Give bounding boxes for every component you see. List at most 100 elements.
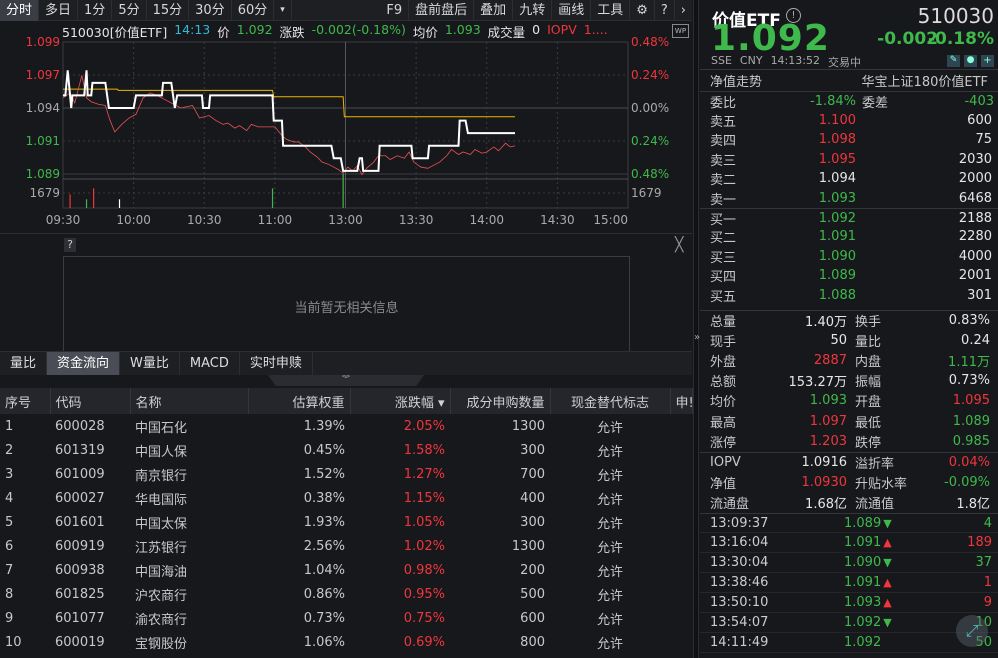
ask-level[interactable]: 卖三 1.095 2030 [700, 150, 998, 169]
price-label: 价 [217, 25, 230, 40]
row-extra [670, 486, 692, 510]
row-weight: 1.93% [303, 514, 345, 530]
collapse-toggle[interactable]: ︾ [268, 375, 424, 386]
ask-level[interactable]: 卖四 1.098 75 [700, 130, 998, 149]
row-weight: 1.04% [303, 562, 345, 578]
more-periods-dropdown[interactable]: ▾ [274, 0, 292, 21]
overlay-button[interactable]: 叠加 [474, 0, 514, 21]
tick-row: 13:30:04 1.090 ▼ 37 [700, 553, 998, 573]
stat-value: 1.8亿 [956, 496, 990, 512]
table-row[interactable]: 9 601077 渝农商行 0.73% 0.75% 600 允许 [0, 606, 692, 630]
info-frame: 当前暂无相关信息 [63, 256, 630, 352]
stat-label: 振幅 [855, 375, 882, 391]
row-change-pct: 1.15% [403, 490, 445, 506]
tools-button[interactable]: 工具 [591, 0, 631, 21]
close-icon[interactable]: ╳ [675, 237, 684, 253]
period-tab-30min[interactable]: 30分 [189, 0, 232, 21]
row-code: 600019 [55, 634, 105, 650]
row-code: 601601 [55, 514, 105, 530]
stat-label: 现手 [710, 334, 737, 350]
stat-row: 涨停 1.203 跌停 0.985 [700, 431, 998, 451]
period-tab-5min[interactable]: 5分 [112, 0, 147, 21]
table-row[interactable]: 4 600027 华电国际 0.38% 1.15% 400 允许 [0, 486, 692, 510]
f9-button[interactable]: F9 [380, 0, 410, 21]
col-cash-sub[interactable]: 现金替代标志 [550, 388, 671, 414]
period-tab-1min[interactable]: 1分 [78, 0, 113, 21]
row-change-pct: 2.05% [403, 418, 445, 434]
tab-realtime-subscription[interactable]: 实时申赎 [240, 352, 313, 375]
add-icon[interactable]: + [981, 55, 994, 67]
row-cash-sub: 允许 [596, 588, 623, 604]
row-cash-sub: 允许 [596, 540, 623, 556]
col-name[interactable]: 名称 [130, 388, 249, 414]
period-tab-intraday[interactable]: 分时 [0, 0, 40, 21]
stat-row: 净值 1.0930 升贴水率 -0.09% [700, 472, 998, 492]
row-cash-sub: 允许 [596, 612, 623, 628]
nav-trend-link[interactable]: 净值走势 [710, 74, 763, 90]
stat-label: 跌停 [855, 435, 882, 451]
panel-splitter[interactable] [693, 0, 699, 658]
nine-turn-button[interactable]: 九转 [513, 0, 553, 21]
row-name: 中国人保 [135, 444, 188, 460]
wp-icon[interactable]: WP [672, 24, 689, 38]
quote-time: 14:13:52 [770, 54, 820, 67]
col-sub-qty[interactable]: 成分申购数量 [450, 388, 551, 414]
tick-row: 14:11:49 1.092 50 [700, 633, 998, 653]
draw-line-button[interactable]: 画线 [552, 0, 592, 21]
stat-label: 升贴水率 [855, 476, 908, 492]
bid-level[interactable]: 买二 1.091 2280 [700, 227, 998, 246]
stat-label: 溢折率 [855, 457, 895, 472]
x-tick-label: 11:00 [258, 213, 293, 227]
period-tab-multiday[interactable]: 多日 [39, 0, 79, 21]
table-row[interactable]: 1 600028 中国石化 1.39% 2.05% 1300 允许 [0, 414, 692, 438]
period-tab-15min[interactable]: 15分 [147, 0, 190, 21]
table-row[interactable]: 5 601601 中国太保 1.93% 1.05% 300 允许 [0, 510, 692, 534]
stat-value: 1.11万 [948, 354, 990, 370]
tab-fund-flow[interactable]: 资金流向 [47, 352, 121, 375]
ask-level[interactable]: 卖二 1.094 2000 [700, 169, 998, 188]
period-tab-60min[interactable]: 60分 [232, 0, 275, 21]
col-weight[interactable]: 估算权重 [248, 388, 351, 414]
volume-tick-label: 1679 [29, 186, 60, 200]
pencil-icon[interactable]: ✎ [947, 55, 960, 67]
chevron-right-icon[interactable]: › [680, 3, 686, 18]
row-name: 中国海油 [135, 564, 188, 580]
bid-level[interactable]: 买一 1.092 2188 [700, 208, 998, 228]
row-weight: 0.86% [303, 586, 345, 602]
ask-level[interactable]: 卖五 1.100 600 [700, 111, 998, 130]
bid-level[interactable]: 买三 1.090 4000 [700, 247, 998, 266]
stat-label: 内盘 [855, 354, 882, 370]
iopv-line [62, 75, 516, 176]
table-row[interactable]: 10 600019 宝钢股份 1.06% 0.69% 800 允许 [0, 630, 692, 654]
chevron-right-icon[interactable]: » [694, 332, 701, 343]
ask-level[interactable]: 卖一 1.093 6468 [700, 189, 998, 208]
col-change-pct[interactable]: 涨跌幅 ▾ [350, 388, 451, 414]
col-more[interactable]: 申! [670, 388, 693, 414]
tab-macd[interactable]: MACD [180, 352, 240, 375]
level-label: 卖二 [710, 173, 737, 189]
table-row[interactable]: 8 601825 沪农商行 0.86% 0.95% 500 允许 [0, 582, 692, 606]
tab-w-volume-ratio[interactable]: W量比 [120, 352, 180, 375]
table-row[interactable]: 6 600919 江苏银行 2.56% 1.02% 1300 允许 [0, 534, 692, 558]
table-row[interactable]: 7 600938 中国海油 1.04% 0.98% 200 允许 [0, 558, 692, 582]
quote-panel: 价值ETF ! 510030 1.092 -0.002 -0.18% SSE C… [700, 0, 998, 658]
question-icon[interactable]: ? [655, 0, 675, 21]
table-row[interactable]: 3 601009 南京银行 1.52% 1.27% 700 允许 [0, 462, 692, 486]
col-code[interactable]: 代码 [50, 388, 131, 414]
info-icon[interactable]: ! [786, 8, 801, 23]
tab-volume-ratio[interactable]: 量比 [0, 352, 48, 375]
intraday-chart[interactable]: 1.099 0.48% 1.097 0.24% 1.094 0.00% 1.091 0.24%… [0, 36, 692, 232]
row-sub-qty: 300 [520, 514, 545, 530]
gear-icon[interactable]: ⚙ [630, 0, 655, 21]
table-row[interactable]: 2 601319 中国人保 0.45% 1.58% 300 允许 [0, 438, 692, 462]
expand-icon[interactable]: ⤢ [956, 615, 988, 647]
row-change-pct: 1.02% [403, 538, 445, 554]
help-icon[interactable]: ? [64, 238, 76, 252]
premarket-button[interactable]: 盘前盘后 [409, 0, 475, 21]
row-extra [670, 462, 692, 486]
bid-level[interactable]: 买四 1.089 2001 [700, 266, 998, 285]
bell-icon[interactable]: ● [964, 55, 977, 67]
col-index[interactable]: 序号 [0, 388, 51, 414]
row-code: 600938 [55, 562, 105, 578]
bid-level[interactable]: 买五 1.088 301 [700, 286, 998, 305]
